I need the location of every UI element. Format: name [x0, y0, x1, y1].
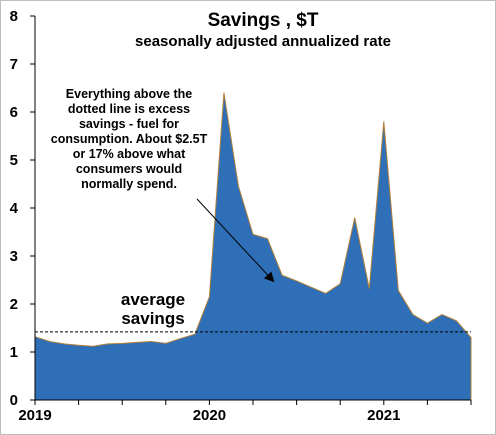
- annotation-arrow: [196, 198, 275, 283]
- savings-area: [34, 92, 472, 401]
- x-tick-label: 2021: [367, 407, 400, 424]
- annotation-line: consumption. About $2.5T: [51, 132, 208, 146]
- y-tick-label: 4: [10, 200, 19, 217]
- annotation-line: or 17% above what: [73, 147, 186, 161]
- y-tick-label: 2: [10, 296, 18, 313]
- y-tick-label: 1: [10, 344, 18, 361]
- y-tick-label: 8: [10, 8, 18, 25]
- y-tick-label: 3: [10, 248, 18, 265]
- x-tick-label: 2019: [18, 407, 51, 424]
- annotation-line: consumers would: [76, 162, 182, 176]
- y-tick-label: 7: [10, 56, 18, 73]
- annotation-line: savings - fuel for: [79, 117, 179, 131]
- annotation-line: dotted line is excess: [68, 102, 190, 116]
- x-tick-label: 2020: [193, 407, 226, 424]
- average-label-line2: savings: [121, 309, 184, 328]
- annotation-line: normally spend.: [81, 177, 177, 191]
- y-tick-label: 5: [10, 152, 18, 169]
- y-tick-label: 0: [10, 392, 18, 409]
- average-label-line1: average: [121, 290, 185, 309]
- chart-subtitle: seasonally adjusted annualized rate: [135, 33, 391, 50]
- y-tick-label: 6: [10, 104, 18, 121]
- axes: 0 1 2 3 4 5 6 7 8 2019 2020 2021: [10, 8, 472, 424]
- chart-title: Savings , $T: [208, 10, 319, 31]
- annotation-line: Everything above the: [66, 87, 192, 101]
